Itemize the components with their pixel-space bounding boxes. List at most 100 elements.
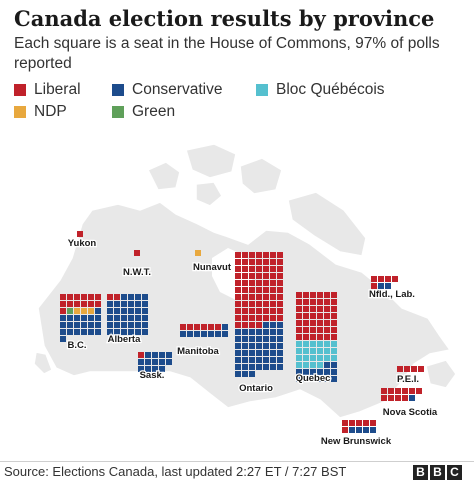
seat-liberal — [324, 306, 330, 312]
seat-liberal — [397, 366, 403, 372]
seat-liberal — [249, 315, 255, 321]
legend-item-bloc: Bloc Québécois — [256, 81, 385, 99]
seat-liberal — [256, 266, 262, 272]
seat-liberal — [88, 294, 94, 300]
seat-liberal — [303, 320, 309, 326]
chart-title: Canada election results by province — [14, 6, 435, 31]
seat-conservative — [135, 329, 141, 335]
seat-conservative — [88, 315, 94, 321]
province-label-nunavut: Nunavut — [193, 262, 232, 273]
seat-liberal — [263, 280, 269, 286]
seat-conservative — [270, 329, 276, 335]
legend-label-bloc: Bloc Québécois — [276, 81, 385, 98]
seat-liberal — [263, 315, 269, 321]
seat-conservative — [249, 371, 255, 377]
canada-map: Yukon N.W.T. Nunavut B.C. Alberta Sask. Manito… — [33, 143, 457, 449]
seat-liberal — [107, 294, 113, 300]
seat-liberal — [317, 334, 323, 340]
seat-bloc — [296, 341, 302, 347]
seat-conservative — [256, 343, 262, 349]
seat-liberal — [235, 280, 241, 286]
seat-liberal — [296, 327, 302, 333]
seat-group-nunavut — [195, 250, 201, 256]
seat-liberal — [235, 301, 241, 307]
seat-liberal — [317, 327, 323, 333]
seat-liberal — [363, 420, 369, 426]
seat-liberal — [235, 322, 241, 328]
seat-conservative — [60, 322, 66, 328]
seat-liberal — [388, 388, 394, 394]
seat-conservative — [263, 343, 269, 349]
seat-liberal — [256, 287, 262, 293]
seat-liberal — [77, 231, 83, 237]
seat-conservative — [256, 329, 262, 335]
legend-item-conservative: Conservative — [112, 81, 222, 99]
seat-liberal — [385, 276, 391, 282]
seat-conservative — [235, 336, 241, 342]
province-label-manitoba: Manitoba — [177, 346, 219, 357]
seat-conservative — [310, 376, 316, 382]
seat-liberal — [277, 259, 283, 265]
seat-group-manitoba — [180, 324, 228, 337]
seat-conservative — [114, 315, 120, 321]
province-labels: Yukon N.W.T. Nunavut B.C. Alberta Sask. Manito… — [66, 237, 439, 449]
seat-conservative — [107, 315, 113, 321]
seat-liberal — [418, 366, 424, 372]
source-note: Source: Elections Canada, last updated 2… — [4, 464, 347, 479]
arctic-island-1 — [146, 161, 181, 191]
seat-green — [67, 308, 73, 314]
seat-conservative — [107, 301, 113, 307]
seat-conservative — [263, 350, 269, 356]
seat-liberal — [187, 324, 193, 330]
seat-liberal — [235, 259, 241, 265]
seat-liberal — [242, 315, 248, 321]
seat-group-quebec — [296, 292, 337, 382]
seat-liberal — [296, 320, 302, 326]
seat-liberal — [331, 320, 337, 326]
seat-group-ontario — [235, 252, 283, 377]
seat-group-nfld-lab — [371, 276, 398, 289]
seat-conservative — [88, 322, 94, 328]
seat-liberal — [270, 315, 276, 321]
province-label-b-c: B.C. — [68, 340, 87, 351]
seat-liberal — [74, 301, 80, 307]
seat-conservative — [242, 371, 248, 377]
seat-conservative — [324, 369, 330, 375]
seat-liberal — [356, 420, 362, 426]
seat-ndp — [195, 250, 201, 256]
seat-liberal — [249, 287, 255, 293]
seat-liberal — [381, 395, 387, 401]
seat-liberal — [263, 308, 269, 314]
seat-conservative — [60, 336, 66, 342]
seat-conservative — [324, 362, 330, 368]
seat-liberal — [378, 276, 384, 282]
legend-item-ndp: NDP — [14, 103, 67, 121]
seat-liberal — [263, 266, 269, 272]
seat-conservative — [263, 364, 269, 370]
seat-liberal — [270, 259, 276, 265]
seat-liberal — [201, 324, 207, 330]
arctic-island-3 — [239, 157, 283, 195]
seat-bloc — [317, 362, 323, 368]
bbc-logo-letter: B — [413, 465, 428, 480]
seat-liberal — [134, 250, 140, 256]
seat-liberal — [395, 395, 401, 401]
seat-liberal — [256, 315, 262, 321]
seat-conservative — [235, 357, 241, 363]
seat-conservative — [95, 322, 101, 328]
seat-liberal — [235, 273, 241, 279]
seat-conservative — [277, 329, 283, 335]
seat-conservative — [74, 315, 80, 321]
seat-conservative — [277, 364, 283, 370]
seat-conservative — [114, 322, 120, 328]
seat-conservative — [242, 357, 248, 363]
seat-group-b-c — [60, 294, 101, 342]
seat-liberal — [263, 301, 269, 307]
seat-bloc — [310, 341, 316, 347]
seat-conservative — [270, 343, 276, 349]
seat-group-n-w-t — [134, 250, 140, 256]
seat-liberal — [256, 294, 262, 300]
seat-liberal — [215, 324, 221, 330]
legend-swatch-liberal — [14, 84, 26, 96]
legend-label-ndp: NDP — [34, 103, 67, 120]
